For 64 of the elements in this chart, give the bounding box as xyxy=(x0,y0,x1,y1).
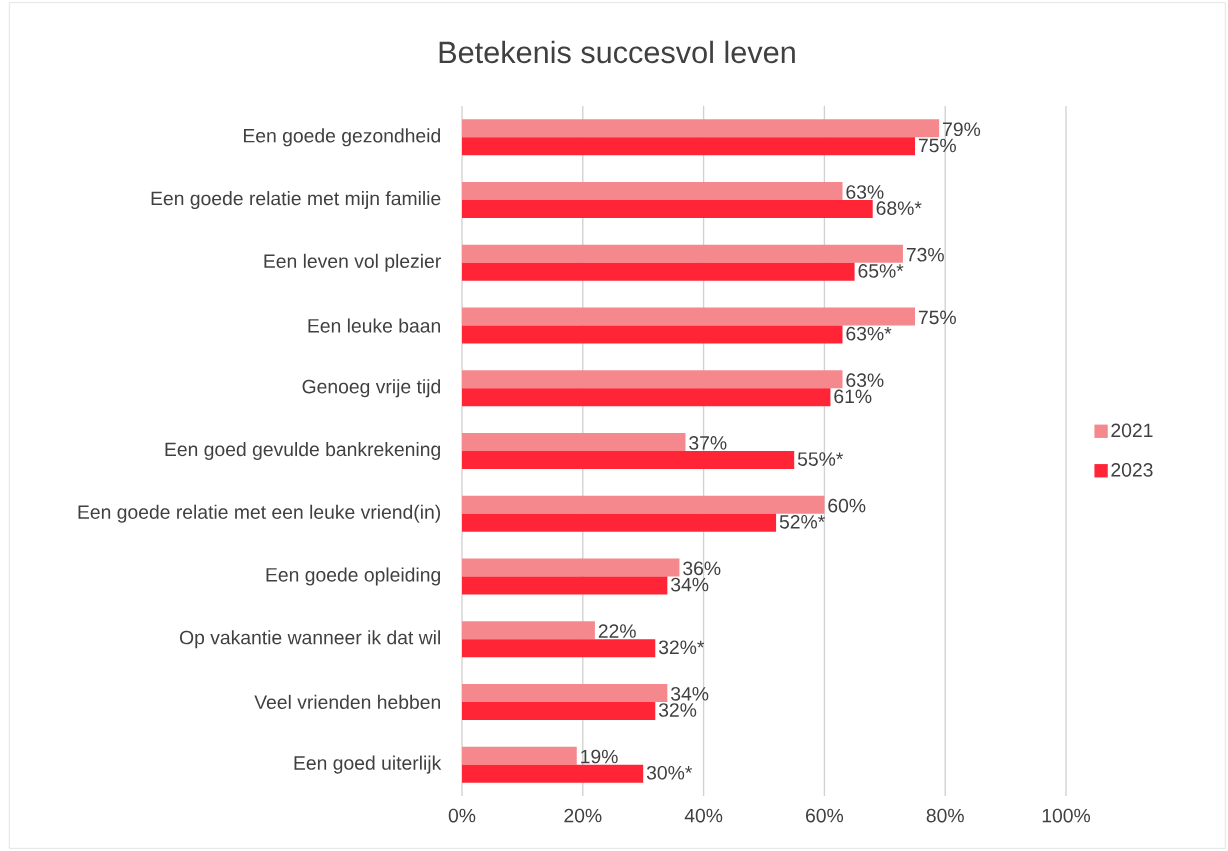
y-tick-label: Een goed gevulde bankrekening xyxy=(165,441,440,461)
bar xyxy=(462,639,656,658)
data-label: 75% xyxy=(918,138,956,153)
chart-title: Betekenis succesvol leven xyxy=(439,40,795,64)
bar xyxy=(462,764,644,783)
data-label: 34% xyxy=(671,577,709,592)
bar xyxy=(462,433,686,451)
y-tick-label: Een goede relatie met mijn familie xyxy=(151,191,441,210)
y-tick-label: Een goede relatie met een leuke vriend(in) xyxy=(78,504,441,523)
data-label: 65%* xyxy=(858,264,904,278)
x-tick-label: 20% xyxy=(564,808,602,823)
y-tick-label: Een goede gezondheid xyxy=(243,128,440,147)
bar xyxy=(462,182,843,201)
data-label: 63% xyxy=(846,185,884,199)
bar xyxy=(462,119,940,138)
data-label: 75% xyxy=(918,310,956,325)
x-tick-label: 0% xyxy=(448,808,476,823)
data-label: 34% xyxy=(671,686,709,701)
data-label: 32% xyxy=(658,703,697,717)
data-label: 68%* xyxy=(876,201,922,216)
y-tick-label: Genoeg vrije tijd xyxy=(302,379,441,398)
bar xyxy=(462,451,795,469)
bar xyxy=(462,701,656,720)
data-label: 73% xyxy=(906,247,944,262)
y-tick-label: Een leven vol plezier xyxy=(264,253,441,272)
data-label: 60% xyxy=(828,498,866,513)
y-tick-label: Een goed uiterlijk xyxy=(294,755,442,774)
data-label: 61% xyxy=(834,389,872,404)
bar xyxy=(462,307,915,326)
bar xyxy=(462,558,680,577)
y-tick-label: Veel vrienden hebben xyxy=(254,694,440,710)
x-tick-label: 80% xyxy=(926,808,964,823)
data-label: 36% xyxy=(683,561,721,576)
bar xyxy=(462,262,855,281)
bar xyxy=(462,370,843,389)
data-label: 63%* xyxy=(846,326,892,341)
bar xyxy=(462,388,831,407)
y-tick-label: Een goede opleiding xyxy=(266,567,440,586)
bar xyxy=(462,513,777,532)
y-tick-label: Op vakantie wanneer ik dat wil xyxy=(180,630,440,649)
bar xyxy=(462,746,577,765)
legend-label: 2021 xyxy=(1111,423,1153,438)
bar xyxy=(462,683,668,702)
data-label: 22% xyxy=(598,624,636,638)
y-tick-label: Een leuke baan xyxy=(308,318,440,333)
legend-label: 2023 xyxy=(1111,462,1153,477)
x-tick-label: 40% xyxy=(684,808,723,823)
bar xyxy=(462,621,595,640)
bar xyxy=(462,495,825,514)
data-label: 79% xyxy=(943,122,981,137)
data-label: 32%* xyxy=(658,640,705,655)
x-tick-label: 100% xyxy=(1042,808,1091,823)
data-label: 52%* xyxy=(779,514,825,529)
data-label: 19% xyxy=(581,749,618,764)
bar xyxy=(462,200,873,219)
data-label: 37% xyxy=(689,436,727,450)
data-label: 63% xyxy=(846,373,884,388)
data-label: 55%* xyxy=(797,452,844,466)
bar xyxy=(462,137,915,156)
x-tick-label: 60% xyxy=(806,808,844,823)
data-label: 30%* xyxy=(646,765,693,780)
bar xyxy=(462,576,668,595)
bar xyxy=(462,244,903,263)
bar xyxy=(462,325,843,344)
